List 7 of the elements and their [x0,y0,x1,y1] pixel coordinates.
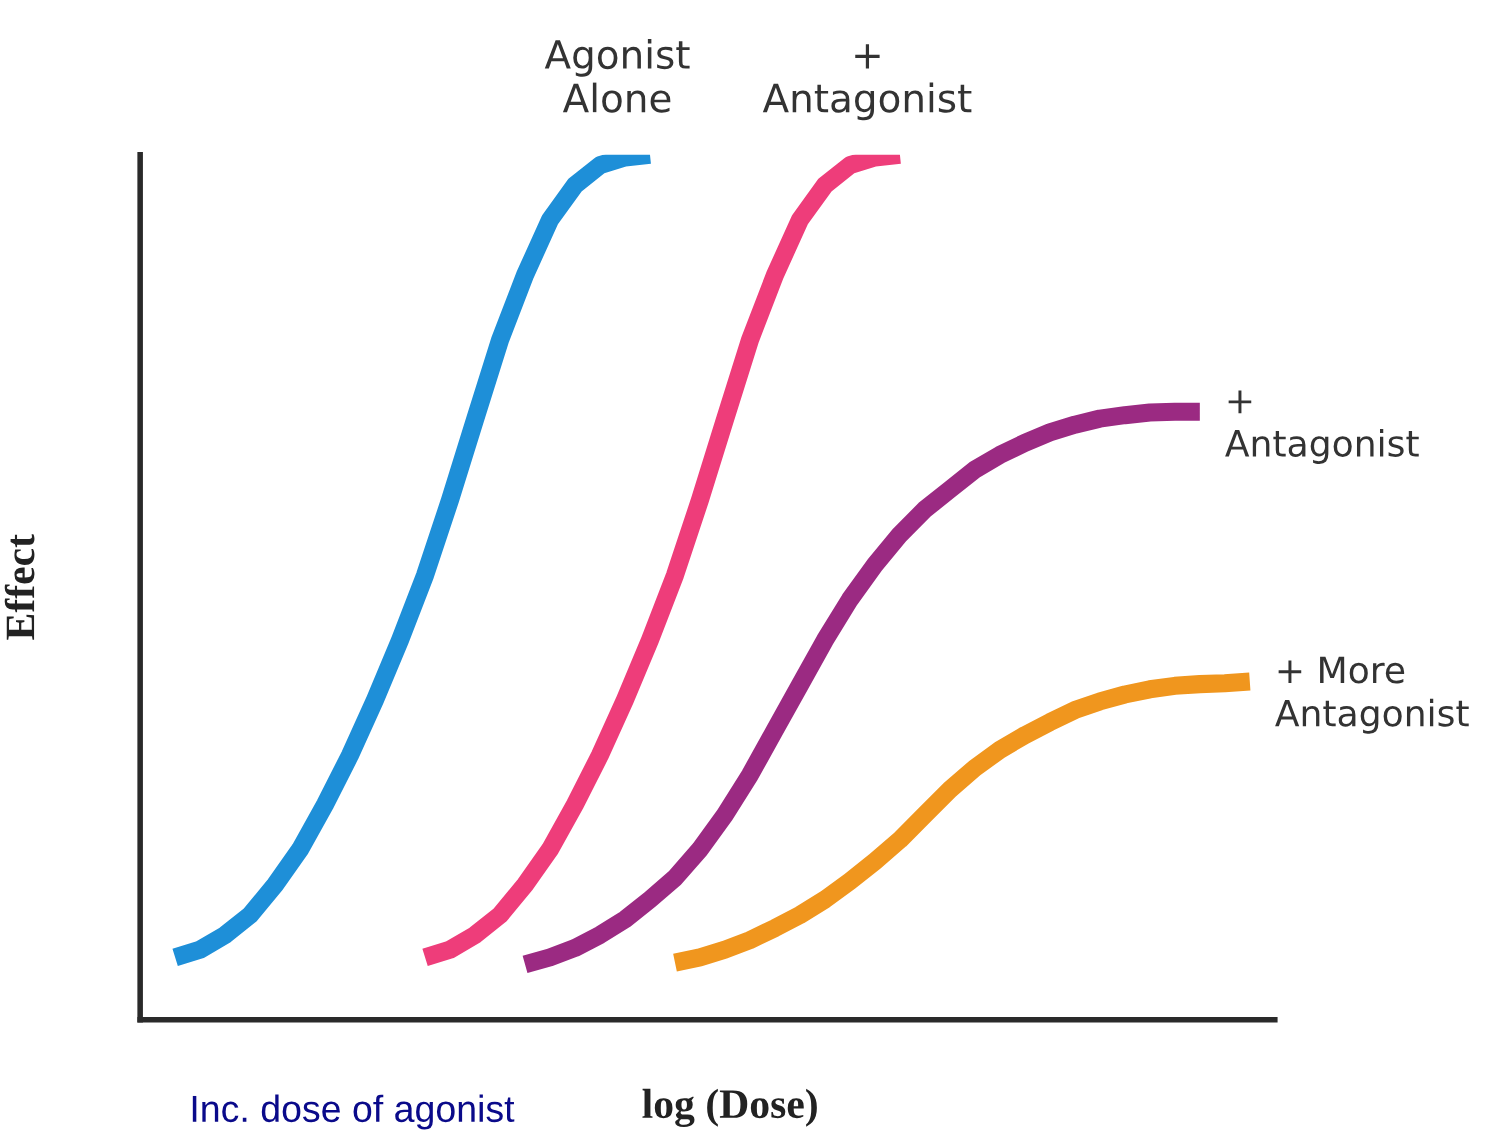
y-axis-title: Effect [4,534,35,640]
series-label: Agonist Alone [544,39,690,113]
series-label: + Antagonist [1225,390,1419,464]
series-label: + Antagonist [762,44,972,121]
x-axis-title: log (Dose) [642,1088,817,1127]
series-label: + More Antagonist [1275,656,1469,734]
text: Inc. dose of agonist [192,1094,515,1130]
